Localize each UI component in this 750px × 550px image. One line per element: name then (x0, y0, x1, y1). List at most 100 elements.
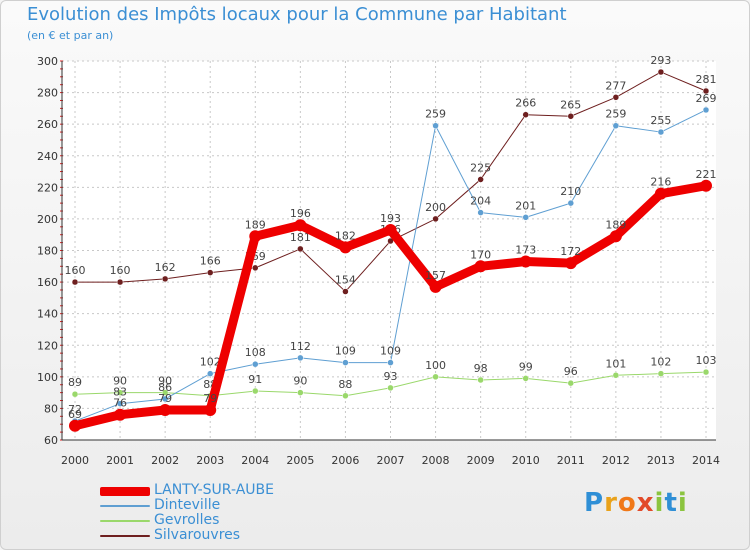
data-point-lanty-sur-aube (429, 280, 442, 293)
data-label-lanty-sur-aube: 189 (605, 218, 626, 231)
data-point-silvarouvres (342, 288, 349, 295)
data-point-gevrolles (71, 390, 79, 398)
x-tick-label: 2010 (512, 454, 540, 467)
data-label-lanty-sur-aube: 170 (470, 248, 491, 261)
data-point-lanty-sur-aube (700, 179, 712, 192)
data-point-dinteville (297, 354, 304, 362)
data-label-silvarouvres: 181 (290, 231, 311, 244)
legend-swatch (100, 520, 150, 522)
data-label-silvarouvres: 265 (560, 98, 581, 111)
data-point-dinteville (477, 209, 484, 216)
data-point-dinteville (342, 359, 349, 366)
x-tick-label: 2000 (61, 454, 89, 467)
data-point-silvarouvres (522, 111, 529, 118)
data-point-silvarouvres (206, 269, 214, 276)
data-point-lanty-sur-aube (564, 257, 577, 270)
data-point-dinteville (567, 199, 575, 207)
data-point-gevrolles (252, 387, 259, 395)
data-label-gevrolles: 100 (425, 359, 446, 372)
data-label-gevrolles: 90 (158, 375, 172, 388)
y-tick-label: 240 (37, 150, 58, 163)
chart-title: Evolution des Impôts locaux pour la Comm… (27, 4, 567, 25)
data-label-gevrolles: 90 (113, 375, 127, 388)
y-tick-label: 180 (37, 245, 58, 258)
y-tick-label: 280 (37, 87, 58, 100)
data-label-gevrolles: 88 (338, 378, 352, 391)
data-point-gevrolles (612, 372, 620, 379)
y-tick-label: 160 (37, 276, 58, 289)
y-tick-label: 260 (37, 118, 58, 131)
x-tick-label: 2007 (377, 454, 405, 467)
legend-label: LANTY-SUR-AUBE (154, 482, 274, 498)
data-label-lanty-sur-aube: 79 (158, 392, 172, 405)
data-point-dinteville (432, 122, 439, 129)
data-label-dinteville: 112 (290, 340, 311, 353)
data-label-dinteville: 102 (200, 356, 221, 369)
data-label-dinteville: 259 (605, 108, 626, 121)
data-point-lanty-sur-aube (609, 230, 622, 243)
data-point-gevrolles (342, 392, 349, 400)
data-point-lanty-sur-aube (654, 187, 667, 200)
data-label-silvarouvres: 162 (155, 261, 176, 274)
data-point-lanty-sur-aube (339, 241, 352, 254)
data-point-gevrolles (702, 368, 710, 376)
data-label-silvarouvres: 166 (200, 255, 221, 268)
y-tick-label: 60 (44, 434, 58, 447)
logo-letter: t (664, 488, 678, 518)
data-label-lanty-sur-aube: 193 (380, 212, 401, 225)
data-label-lanty-sur-aube: 182 (335, 229, 356, 242)
logo-letter: x (636, 488, 655, 518)
data-point-silvarouvres (702, 87, 710, 95)
data-label-lanty-sur-aube: 173 (515, 244, 536, 257)
legend-label: Silvarouvres (154, 527, 241, 543)
data-label-dinteville: 83 (113, 386, 127, 399)
data-point-dinteville (522, 214, 529, 221)
data-point-silvarouvres (612, 94, 620, 101)
legend-label: Gevrolles (154, 512, 220, 528)
x-tick-label: 2002 (151, 454, 179, 467)
data-point-lanty-sur-aube (114, 408, 127, 421)
data-point-dinteville (206, 370, 214, 377)
logo-letter: r (604, 488, 618, 518)
data-label-dinteville: 204 (470, 195, 491, 208)
data-label-silvarouvres: 154 (335, 274, 356, 287)
data-point-silvarouvres (252, 264, 259, 272)
data-point-gevrolles (477, 376, 484, 384)
data-label-lanty-sur-aube: 69 (68, 408, 82, 421)
legend-swatch (100, 505, 150, 507)
data-point-silvarouvres (567, 113, 575, 120)
data-point-dinteville (161, 395, 169, 403)
data-point-lanty-sur-aube (69, 419, 81, 432)
data-label-silvarouvres: 160 (110, 264, 131, 277)
data-point-dinteville (116, 400, 124, 407)
data-label-lanty-sur-aube: 216 (650, 176, 671, 189)
data-label-dinteville: 109 (380, 345, 401, 358)
data-label-lanty-sur-aube: 157 (425, 269, 446, 282)
logo-letter: o (617, 488, 637, 518)
logo-letter: P (584, 488, 605, 518)
data-label-lanty-sur-aube: 189 (245, 218, 266, 231)
data-label-silvarouvres: 266 (515, 97, 536, 110)
data-label-lanty-sur-aube: 172 (560, 245, 581, 258)
data-label-lanty-sur-aube: 221 (696, 168, 717, 181)
data-label-gevrolles: 93 (384, 370, 398, 383)
data-point-silvarouvres (432, 215, 439, 223)
data-point-lanty-sur-aube (519, 255, 532, 268)
data-label-silvarouvres: 277 (605, 79, 626, 92)
data-point-gevrolles (522, 375, 529, 382)
logo-letter: i (677, 488, 688, 518)
data-point-silvarouvres (657, 68, 665, 76)
data-point-gevrolles (657, 370, 665, 377)
data-label-silvarouvres: 281 (696, 73, 717, 86)
legend-label: Dinteville (154, 497, 221, 513)
x-tick-label: 2006 (331, 454, 359, 467)
data-point-silvarouvres (477, 176, 484, 183)
data-point-silvarouvres (161, 275, 169, 283)
data-label-dinteville: 269 (696, 92, 717, 105)
data-point-lanty-sur-aube (159, 403, 172, 416)
x-tick-label: 2001 (106, 454, 134, 467)
data-point-silvarouvres (116, 278, 124, 286)
data-point-gevrolles (116, 389, 124, 396)
data-label-silvarouvres: 225 (470, 161, 491, 174)
x-tick-label: 2004 (241, 454, 269, 467)
